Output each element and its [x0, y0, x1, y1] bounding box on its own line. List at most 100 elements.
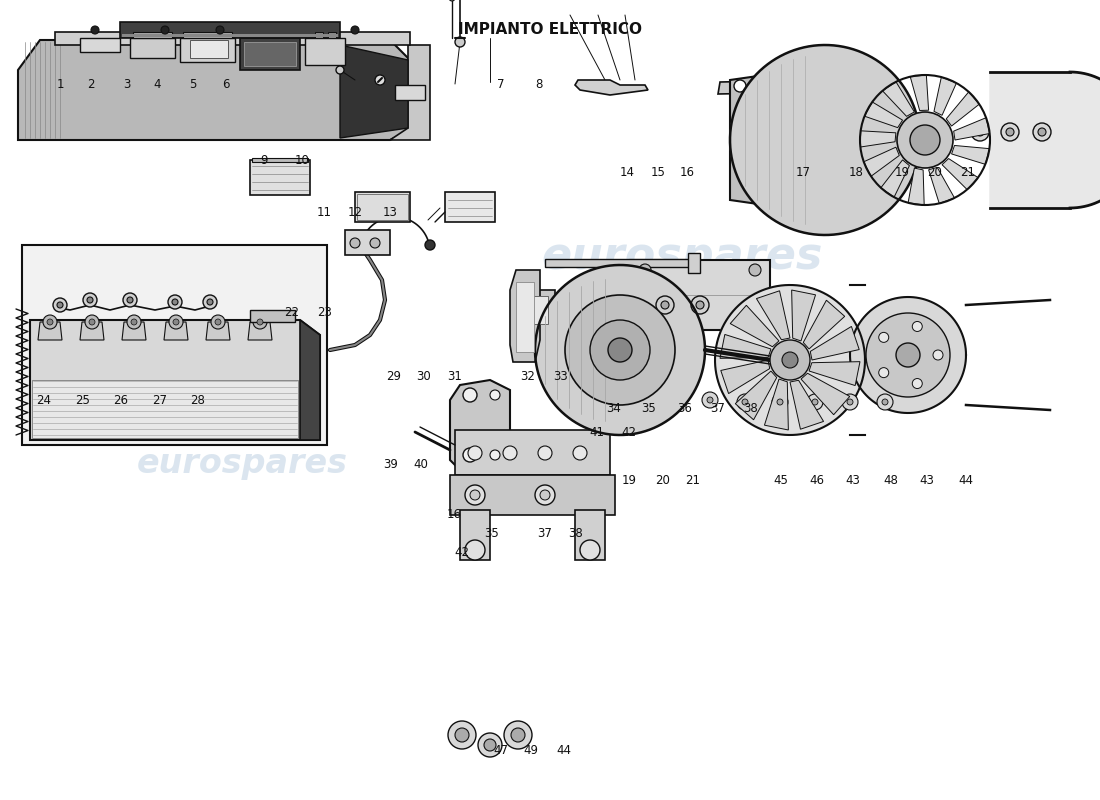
Circle shape — [742, 399, 748, 405]
Circle shape — [478, 733, 502, 757]
Text: 16: 16 — [447, 508, 462, 521]
Circle shape — [253, 315, 267, 329]
Polygon shape — [32, 380, 298, 438]
Circle shape — [484, 739, 496, 751]
Polygon shape — [811, 326, 859, 360]
Circle shape — [896, 112, 953, 168]
Circle shape — [455, 37, 465, 47]
Text: 20: 20 — [654, 474, 670, 486]
Circle shape — [1001, 123, 1019, 141]
Polygon shape — [390, 45, 430, 140]
Text: 21: 21 — [960, 166, 976, 178]
Polygon shape — [190, 40, 228, 58]
Circle shape — [463, 448, 477, 462]
Circle shape — [538, 446, 552, 460]
Polygon shape — [446, 192, 495, 222]
Circle shape — [580, 540, 600, 560]
Text: 15: 15 — [650, 166, 666, 178]
Text: 35: 35 — [484, 527, 499, 540]
Polygon shape — [120, 22, 340, 38]
Circle shape — [448, 721, 476, 749]
Polygon shape — [122, 34, 338, 37]
Circle shape — [882, 399, 888, 405]
Polygon shape — [55, 32, 410, 45]
Text: 43: 43 — [920, 474, 935, 486]
Text: eurospares: eurospares — [136, 447, 348, 481]
Polygon shape — [340, 45, 408, 138]
Polygon shape — [850, 297, 966, 413]
Circle shape — [812, 399, 818, 405]
Text: 37: 37 — [537, 527, 552, 540]
Circle shape — [910, 125, 940, 155]
Circle shape — [590, 320, 650, 380]
Text: 48: 48 — [883, 474, 899, 486]
Circle shape — [490, 390, 500, 400]
Text: 38: 38 — [568, 527, 583, 540]
Text: 6: 6 — [222, 78, 229, 90]
Polygon shape — [80, 322, 104, 340]
Circle shape — [691, 296, 710, 314]
Bar — [22, 245, 327, 445]
Polygon shape — [730, 45, 920, 235]
Polygon shape — [910, 75, 928, 110]
Circle shape — [214, 319, 221, 325]
Circle shape — [896, 343, 920, 367]
Polygon shape — [535, 265, 705, 435]
Text: 8: 8 — [536, 78, 542, 90]
Circle shape — [468, 446, 482, 460]
Text: eurospares: eurospares — [541, 234, 823, 278]
Circle shape — [370, 238, 379, 248]
Circle shape — [749, 264, 761, 276]
Text: 38: 38 — [742, 402, 758, 414]
Circle shape — [465, 540, 485, 560]
Circle shape — [57, 302, 63, 308]
Polygon shape — [450, 475, 615, 515]
Text: 7: 7 — [497, 78, 504, 90]
Circle shape — [53, 298, 67, 312]
Polygon shape — [790, 380, 824, 430]
Polygon shape — [80, 38, 120, 52]
Circle shape — [504, 721, 532, 749]
Circle shape — [707, 397, 713, 403]
Circle shape — [43, 315, 57, 329]
Text: 9: 9 — [261, 154, 267, 166]
Circle shape — [503, 446, 517, 460]
Circle shape — [847, 399, 852, 405]
Circle shape — [490, 450, 500, 460]
Polygon shape — [730, 65, 835, 215]
Circle shape — [608, 338, 632, 362]
Text: 41: 41 — [590, 426, 605, 438]
Polygon shape — [990, 72, 1100, 208]
Circle shape — [351, 26, 359, 34]
Text: 30: 30 — [416, 370, 431, 382]
Polygon shape — [757, 290, 790, 340]
Polygon shape — [300, 320, 320, 440]
Polygon shape — [130, 38, 175, 58]
Polygon shape — [952, 146, 989, 164]
Text: IMPIANTO ELETTRICO: IMPIANTO ELETTRICO — [458, 22, 642, 37]
Polygon shape — [946, 92, 979, 126]
Polygon shape — [575, 80, 648, 95]
Polygon shape — [30, 320, 320, 440]
Polygon shape — [881, 160, 910, 197]
Circle shape — [877, 394, 893, 410]
Polygon shape — [328, 32, 336, 38]
Polygon shape — [864, 147, 900, 176]
Circle shape — [82, 293, 97, 307]
Polygon shape — [865, 102, 902, 128]
Polygon shape — [630, 260, 770, 330]
Text: 11: 11 — [317, 206, 332, 218]
Circle shape — [336, 66, 344, 74]
Circle shape — [702, 392, 718, 408]
Polygon shape — [730, 306, 779, 346]
Text: 13: 13 — [383, 206, 398, 218]
Circle shape — [879, 332, 889, 342]
Text: 32: 32 — [520, 370, 536, 382]
Polygon shape — [764, 379, 789, 430]
Circle shape — [782, 352, 797, 368]
Circle shape — [976, 128, 984, 136]
Circle shape — [123, 293, 138, 307]
Bar — [516, 282, 534, 352]
Text: 21: 21 — [685, 474, 701, 486]
Polygon shape — [942, 158, 978, 190]
